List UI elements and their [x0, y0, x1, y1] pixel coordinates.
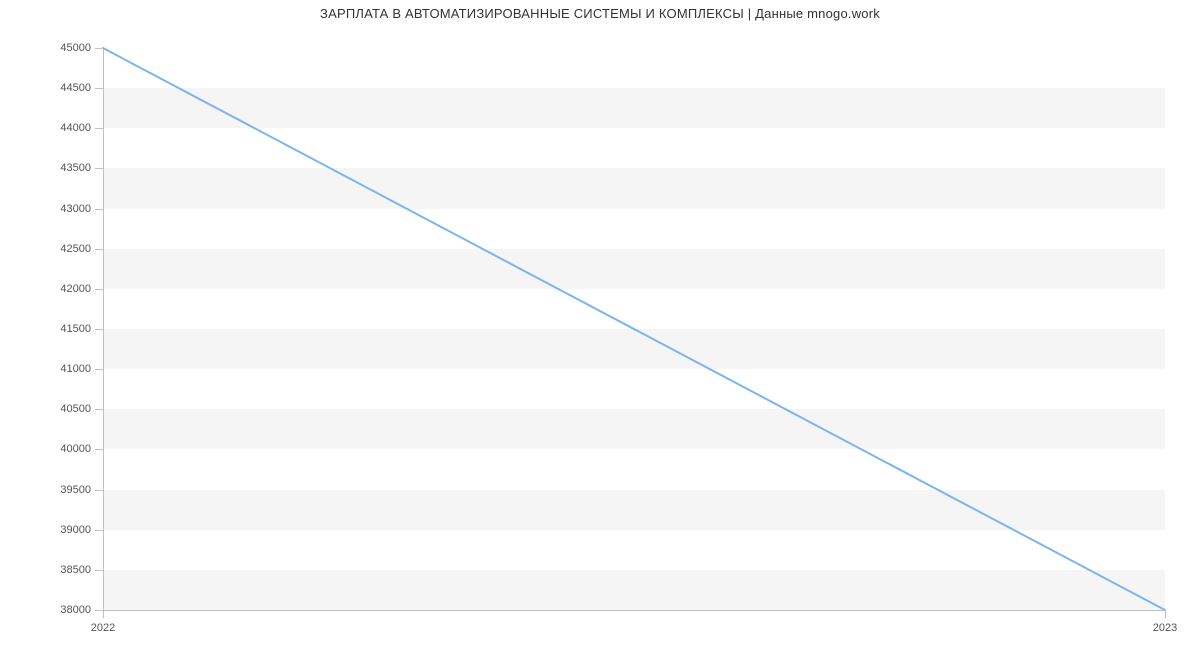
y-tick-label: 44000	[31, 122, 91, 134]
series-line-salary	[103, 48, 1165, 610]
y-tick-label: 43500	[31, 162, 91, 174]
y-tick-mark	[95, 409, 103, 410]
y-tick-mark	[95, 530, 103, 531]
x-axis-line	[103, 610, 1165, 611]
y-tick-mark	[95, 209, 103, 210]
line-layer	[103, 48, 1165, 610]
y-tick-label: 42500	[31, 243, 91, 255]
y-tick-mark	[95, 128, 103, 129]
y-tick-label: 38500	[31, 564, 91, 576]
y-tick-label: 40000	[31, 443, 91, 455]
y-tick-mark	[95, 449, 103, 450]
y-tick-label: 39000	[31, 524, 91, 536]
y-tick-mark	[95, 48, 103, 49]
y-tick-label: 39500	[31, 484, 91, 496]
y-tick-label: 41500	[31, 323, 91, 335]
y-tick-label: 38000	[31, 604, 91, 616]
chart-title: ЗАРПЛАТА В АВТОМАТИЗИРОВАННЫЕ СИСТЕМЫ И …	[0, 6, 1200, 21]
y-tick-label: 41000	[31, 363, 91, 375]
y-tick-label: 44500	[31, 82, 91, 94]
x-tick-mark	[103, 610, 104, 618]
y-tick-label: 42000	[31, 283, 91, 295]
y-tick-mark	[95, 289, 103, 290]
y-tick-mark	[95, 369, 103, 370]
y-tick-mark	[95, 490, 103, 491]
x-tick-label: 2023	[1153, 622, 1177, 634]
y-tick-mark	[95, 88, 103, 89]
y-tick-label: 40500	[31, 403, 91, 415]
y-tick-mark	[95, 610, 103, 611]
plot-area: 3800038500390003950040000405004100041500…	[103, 48, 1165, 610]
y-tick-mark	[95, 249, 103, 250]
y-tick-mark	[95, 168, 103, 169]
x-tick-label: 2022	[91, 622, 115, 634]
y-tick-mark	[95, 329, 103, 330]
x-tick-mark	[1165, 610, 1166, 618]
y-tick-mark	[95, 570, 103, 571]
y-tick-label: 43000	[31, 203, 91, 215]
salary-line-chart: ЗАРПЛАТА В АВТОМАТИЗИРОВАННЫЕ СИСТЕМЫ И …	[0, 0, 1200, 650]
y-tick-label: 45000	[31, 42, 91, 54]
